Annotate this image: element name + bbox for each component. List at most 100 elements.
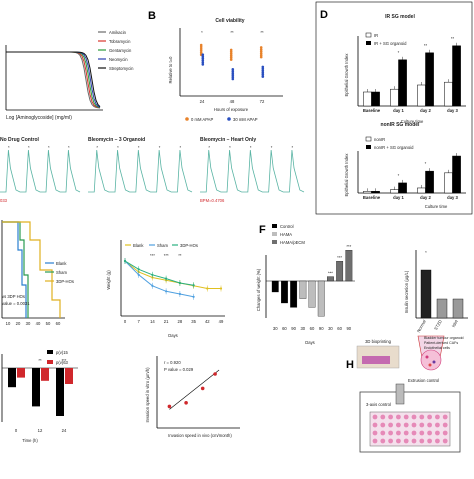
panel-c-peak-star-0-3: * [68,145,70,150]
panel-c-peak-star-0-2: * [48,145,50,150]
panel-b-point-0-1-1 [229,56,233,59]
panel-h-photo-plate [362,356,390,364]
panel-f1-xtick-0: 30 [273,326,278,331]
panel-h-well-1-4 [403,422,409,428]
panel-e1-curve-2 [2,221,61,318]
panel-f2-ylabel: Insulin secretion (µg/L) [404,270,409,313]
d1-chart-sig-2: ** [424,43,428,48]
panel-h-well-1-8 [435,422,440,428]
panel-h-well-0-4 [403,414,409,420]
d1-chart-bar-1-0 [371,91,380,107]
panel-c-title-0: No Drug Control [0,137,39,143]
panel-h-well-2-7 [427,430,432,436]
panel-c-peak-star-2-3: * [271,145,273,150]
panel-b-point-1-1-4 [231,69,235,73]
panel-a-xlabel: Log [Aminoglycoside] (mg/ml) [6,115,72,121]
panel-f1-legend-swatch-2 [272,240,277,244]
panel-h-well-0-2 [388,414,393,420]
panel-b-point-0-1-5 [229,48,233,52]
panel-e1-xtick-5: 60 [56,321,61,326]
d2-chart-bar-0-1 [390,189,399,194]
panel-f2-bar-1 [436,298,448,319]
panel-f2: Insulin secretion (µg/L) Normal STZD Islet… [404,250,468,333]
panel-h-xyz-label: 3-axis control [366,402,391,407]
panel-h-bioprinting-label: 3D bioprinting [365,339,392,344]
panel-h-cell-sphere [420,349,442,371]
panel-b-point-1-0-0 [201,63,205,66]
panel-g1-chart: 0 12 ** 24 *** [8,358,73,433]
panel-h-well-0-7 [427,414,432,420]
panel-g1-bar-0-1 [32,368,40,407]
panel-h-well-3-1 [380,438,386,444]
d2-chart-bar-1-3 [452,155,461,194]
panel-c-title-1: Bleomycin – 3 Organoid [88,137,145,143]
panel-b-legend-marker-0 [185,117,189,121]
panel-d2-xlabel: Culture time [425,204,448,209]
panel-b-point-0-0-1 [199,51,203,55]
panel-e1: Blank Sham 3DP-HOs vs 3DP HOs value = 0.… [1,220,74,326]
panel-c-peak-star-2-2: * [250,145,252,150]
panel-h-well-3-8 [435,438,440,444]
panel-g1-xtick-0: 0 [15,428,18,433]
d2-chart-sig-2: * [425,161,427,166]
panel-f1-bar-1-2 [317,280,325,317]
panel-b-point-1-2-3 [261,69,265,72]
panel-f2-xtick-2: Islet [451,318,460,328]
panel-b-point-1-0-1 [201,61,205,64]
panel-b-point-0-1-3 [229,52,233,55]
panel-h-letter: H [346,359,354,371]
panel-f-letter: F [259,224,266,236]
panel-h-well-2-9 [442,430,448,436]
panel-e1-annotation-1: value = 0.0031 [2,301,30,306]
d1-chart-xtick-0: Baseline [363,108,381,113]
panel-f1-legend-label-2: HAMA/pECM [280,240,305,245]
panel-d1-legend: IR IR + SG organoid [365,32,407,46]
panel-f1-xlabel: Days [305,340,315,345]
panel-d2-legend-swatch-0 [365,136,372,142]
d1-chart-sig-1: * [398,50,400,55]
panel-g2-annotation-1: P value = 0.029 [164,367,194,372]
panel-b-points: 24 * 48 ** 72 ** [200,30,265,104]
panel-a-legend-label-0: Amikacin [109,30,127,35]
panel-b-point-0-1-4 [229,50,233,54]
panel-b-legend-marker-1 [227,117,231,121]
panel-h-well-0-6 [419,414,425,420]
panel-h-well-3-3 [396,438,401,444]
d1-chart-bar-0-2 [417,84,426,107]
panel-d2-ylabel: Epithelial Growth Index [344,153,349,197]
panel-h-well-1-5 [411,422,417,428]
panel-h-cell-dot-0 [425,355,429,359]
d1-chart-xtick-2: day 2 [420,108,431,113]
panel-e2-sig-0: *** [150,253,155,258]
panel-e2-xtick-3: 21 [164,319,169,324]
panel-f2-xtick-1: STZD [433,319,443,331]
d2-chart-xtick-3: day 3 [447,195,458,200]
panel-e2-xtick-4: 28 [178,319,183,324]
panel-b-point-0-2-1 [259,53,263,57]
panel-c: No Drug Control Bleomycin – 3 Organoid B… [0,137,305,203]
panel-c-trace-1 [88,149,193,193]
panel-d1-legend-label-0: IR [374,33,378,38]
panel-b-letter: B [148,10,156,22]
panel-h-well-3-0 [372,438,378,444]
panel-b-point-0-2-0 [259,55,263,59]
panel-e2: Weight (g) Days 0 7 14 21 28 35 42 49*** *** ** B… [106,240,225,338]
panel-g2-point-0 [167,404,172,409]
panel-f1-sig-2: *** [346,244,351,249]
panel-h-well-0-8 [435,414,440,420]
panel-h-well-0-1 [380,414,386,420]
panel-g1-bar-1-0 [17,368,25,378]
d2-chart-bar-1-2 [425,170,434,194]
panel-a-legend: Amikacin Tobramycin Gentamycin Neomycin Stre… [98,30,134,71]
panel-h-well-3-4 [403,438,409,444]
panel-h-well-3-9 [442,438,448,444]
panel-h-well-1-1 [380,422,386,428]
panel-h: H 3D bioprinting Bladder tumour organoid… [346,335,464,453]
panel-h-well-plate [369,411,451,447]
panel-f1-legend-label-1: HAMA [280,232,292,237]
panel-b-point-0-2-2 [259,52,263,55]
panel-b-point-0-2-5 [259,46,263,49]
panel-d2-chart: Baseline day 1 * day 2 * day 3 [357,151,466,200]
panel-f1-xtick-5: 90 [319,326,324,331]
panel-b-point-1-2-5 [261,65,265,69]
